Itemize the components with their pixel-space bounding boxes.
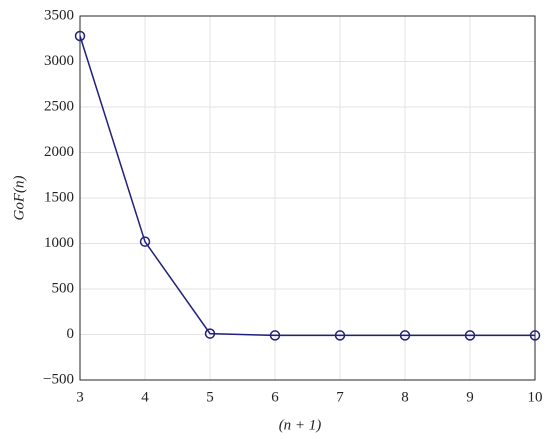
y-tick-label: 500 <box>52 280 75 296</box>
x-tick-label: 3 <box>76 389 84 405</box>
x-tick-label: 4 <box>141 389 149 405</box>
x-tick-label: 9 <box>466 389 474 405</box>
y-axis-label: GoF(n) <box>11 176 27 221</box>
data-point <box>269 330 281 341</box>
x-tick-label: 10 <box>528 389 543 405</box>
x-tick-label: 5 <box>206 389 214 405</box>
data-point <box>529 330 541 341</box>
y-tick-label: 1500 <box>44 189 74 205</box>
y-tick-label: 1000 <box>44 235 74 251</box>
y-tick-label: −500 <box>43 371 74 387</box>
y-tick-label: 3000 <box>44 53 74 69</box>
data-point <box>139 236 151 247</box>
data-point <box>74 30 86 42</box>
y-tick-label: 0 <box>67 326 75 342</box>
y-tick-label: 3500 <box>44 7 74 23</box>
data-point <box>334 330 346 341</box>
x-axis-label: (n + 1) <box>279 417 322 433</box>
y-tick-label: 2500 <box>44 98 74 114</box>
data-point <box>399 330 411 341</box>
data-point <box>464 330 476 341</box>
axes-box <box>79 15 536 381</box>
y-tick-label: 2000 <box>44 144 74 160</box>
x-tick-label: 8 <box>401 389 409 405</box>
data-line <box>79 35 535 337</box>
x-tick-label: 6 <box>271 389 279 405</box>
x-tick-label: 7 <box>336 389 344 405</box>
data-point <box>204 328 216 339</box>
